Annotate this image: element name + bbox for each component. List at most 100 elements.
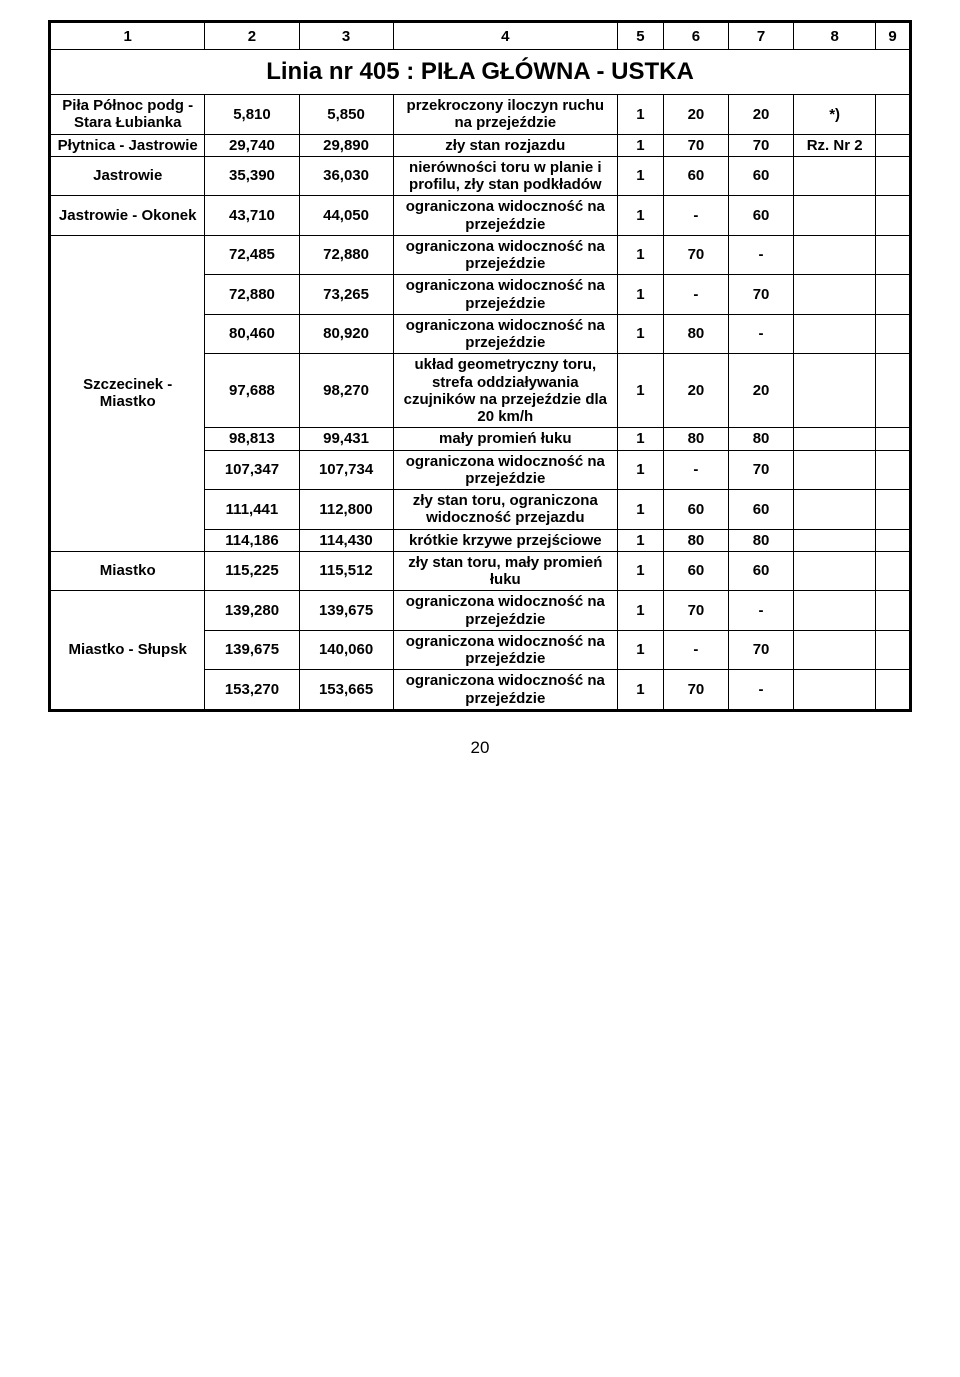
cell-reason: ograniczona widoczność na przejeździe [393,196,617,236]
cell-v1: 80 [663,428,728,450]
cell-km-from: 107,347 [205,450,299,490]
cell-km-to: 153,665 [299,670,393,710]
table-row: Piła Północ podg - Stara Łubianka 5,810 … [51,95,910,135]
cell-v2: - [728,314,793,354]
table-row: Jastrowie 35,390 36,030 nierówności toru… [51,156,910,196]
cell-location: Jastrowie [51,156,205,196]
cell-track: 1 [618,95,664,135]
cell-reason: zły stan rozjazdu [393,134,617,156]
rail-table: 1 2 3 4 5 6 7 8 9 Linia nr 405 : PIŁA GŁ… [50,22,910,710]
cell-reason: ograniczona widoczność na przejeździe [393,235,617,275]
cell-km-from: 153,270 [205,670,299,710]
cell-note [794,630,876,670]
cell-track: 1 [618,551,664,591]
cell-reason: ograniczona widoczność na przejeździe [393,630,617,670]
table-row: Płytnica - Jastrowie 29,740 29,890 zły s… [51,134,910,156]
cell-km-from: 80,460 [205,314,299,354]
cell-km-from: 115,225 [205,551,299,591]
cell-km-to: 99,431 [299,428,393,450]
cell-location: Płytnica - Jastrowie [51,134,205,156]
cell-extra [876,490,910,530]
cell-v2: 70 [728,275,793,315]
cell-reason: przekroczony iloczyn ruchu na przejeździ… [393,95,617,135]
cell-note [794,529,876,551]
cell-v1: - [663,275,728,315]
cell-v1: 70 [663,591,728,631]
cell-v2: - [728,235,793,275]
cell-note [794,490,876,530]
cell-track: 1 [618,591,664,631]
cell-track: 1 [618,275,664,315]
cell-extra [876,156,910,196]
cell-track: 1 [618,670,664,710]
cell-v1: - [663,196,728,236]
cell-track: 1 [618,235,664,275]
cell-v1: - [663,630,728,670]
cell-km-from: 98,813 [205,428,299,450]
cell-km-to: 114,430 [299,529,393,551]
cell-km-to: 115,512 [299,551,393,591]
cell-track: 1 [618,428,664,450]
cell-location-group: Szczecinek - Miastko [51,235,205,551]
cell-km-to: 140,060 [299,630,393,670]
cell-track: 1 [618,450,664,490]
header-cell: 9 [876,23,910,50]
cell-extra [876,428,910,450]
cell-v1: 60 [663,490,728,530]
cell-km-to: 98,270 [299,354,393,428]
cell-extra [876,314,910,354]
page-number: 20 [0,738,960,758]
cell-v1: - [663,450,728,490]
cell-km-from: 139,675 [205,630,299,670]
cell-v1: 20 [663,354,728,428]
cell-note [794,275,876,315]
cell-reason: ograniczona widoczność na przejeździe [393,275,617,315]
cell-note [794,450,876,490]
cell-track: 1 [618,490,664,530]
cell-km-to: 112,800 [299,490,393,530]
cell-v2: 70 [728,450,793,490]
cell-v2: 70 [728,134,793,156]
cell-v1: 20 [663,95,728,135]
cell-v1: 70 [663,134,728,156]
cell-extra [876,630,910,670]
cell-v2: 20 [728,95,793,135]
cell-km-to: 5,850 [299,95,393,135]
cell-km-from: 35,390 [205,156,299,196]
header-cell: 3 [299,23,393,50]
cell-km-from: 29,740 [205,134,299,156]
table-container: 1 2 3 4 5 6 7 8 9 Linia nr 405 : PIŁA GŁ… [48,20,912,712]
cell-reason: nierówności toru w planie i profilu, zły… [393,156,617,196]
header-cell: 4 [393,23,617,50]
header-row: 1 2 3 4 5 6 7 8 9 [51,23,910,50]
cell-track: 1 [618,630,664,670]
cell-track: 1 [618,354,664,428]
cell-note [794,196,876,236]
cell-reason: ograniczona widoczność na przejeździe [393,670,617,710]
header-cell: 8 [794,23,876,50]
cell-track: 1 [618,314,664,354]
cell-note [794,551,876,591]
cell-v2: 80 [728,529,793,551]
cell-note [794,235,876,275]
cell-note: Rz. Nr 2 [794,134,876,156]
cell-v2: 60 [728,196,793,236]
cell-extra [876,196,910,236]
header-cell: 1 [51,23,205,50]
cell-km-to: 80,920 [299,314,393,354]
header-cell: 6 [663,23,728,50]
cell-extra [876,591,910,631]
cell-note [794,670,876,710]
cell-extra [876,354,910,428]
cell-extra [876,235,910,275]
cell-km-from: 5,810 [205,95,299,135]
header-cell: 7 [728,23,793,50]
cell-km-from: 43,710 [205,196,299,236]
cell-km-from: 114,186 [205,529,299,551]
cell-v1: 80 [663,314,728,354]
cell-v1: 70 [663,235,728,275]
cell-reason: krótkie krzywe przejściowe [393,529,617,551]
cell-v1: 80 [663,529,728,551]
cell-v2: 60 [728,551,793,591]
cell-extra [876,450,910,490]
